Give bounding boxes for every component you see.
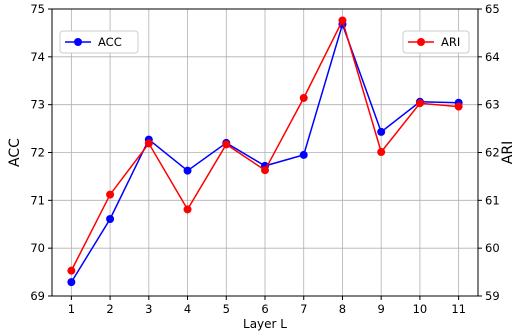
left-y-tick-label: 69 <box>30 289 45 303</box>
x-axis-title: Layer L <box>243 317 287 331</box>
axis-ticks: 1 2 3 4 5 6 7 8 9 10 11 69 70 71 72 73 74 75 59 60 61 62 63 64 6… <box>30 2 499 316</box>
x-tick-label: 9 <box>378 302 385 316</box>
acc-point <box>67 278 76 287</box>
ari-point <box>261 166 269 175</box>
right-y-tick-label: 64 <box>485 50 500 64</box>
x-tick-label: 7 <box>300 302 307 316</box>
acc-point <box>106 214 115 223</box>
acc-point <box>377 127 386 136</box>
ari-point <box>144 139 153 148</box>
x-tick-label: 3 <box>145 302 152 316</box>
x-tick-label: 1 <box>68 302 75 316</box>
ari-point <box>415 99 424 108</box>
acc-point <box>299 150 308 159</box>
right-y-tick-label: 61 <box>485 193 500 207</box>
legend-ari-marker <box>417 38 425 46</box>
acc-point <box>183 166 192 175</box>
left-y-tick-label: 74 <box>30 50 45 64</box>
legend-acc-marker <box>74 38 82 46</box>
ari-point <box>183 205 192 214</box>
left-y-tick-label: 71 <box>30 193 45 207</box>
legend-acc: ACC <box>59 30 139 54</box>
x-tick-label: 11 <box>451 302 466 316</box>
legend-acc-frame <box>59 30 139 54</box>
x-tick-label: 4 <box>184 302 191 316</box>
right-y-axis-title: ARI <box>500 141 516 164</box>
right-y-tick-label: 62 <box>485 146 500 160</box>
legend-ari-label: ARI <box>441 35 460 49</box>
x-tick-label: 10 <box>413 302 428 316</box>
series-layer <box>67 16 463 287</box>
left-y-tick-label: 70 <box>30 241 45 255</box>
x-tick-label: 6 <box>261 302 268 316</box>
ari-point <box>377 148 386 157</box>
ari-point <box>454 102 463 111</box>
ari-point <box>299 93 308 102</box>
left-y-tick-label: 75 <box>30 2 45 16</box>
legend-acc-label: ACC <box>98 35 122 49</box>
ari-point <box>67 266 76 275</box>
left-y-tick-label: 73 <box>30 98 45 112</box>
x-tick-label: 2 <box>106 302 113 316</box>
right-y-tick-label: 65 <box>485 2 500 16</box>
legend-ari: ARI <box>402 30 470 54</box>
left-y-tick-label: 72 <box>30 146 45 160</box>
legend-ari-frame <box>402 30 470 54</box>
ari-point <box>338 16 347 25</box>
x-tick-label: 8 <box>339 302 346 316</box>
left-y-axis-title: ACC <box>7 138 23 167</box>
right-y-tick-label: 63 <box>485 98 500 112</box>
ari-point <box>222 140 231 149</box>
x-tick-label: 5 <box>223 302 230 316</box>
ari-point <box>106 190 115 199</box>
right-y-tick-label: 60 <box>485 241 500 255</box>
right-y-tick-label: 59 <box>485 289 500 303</box>
